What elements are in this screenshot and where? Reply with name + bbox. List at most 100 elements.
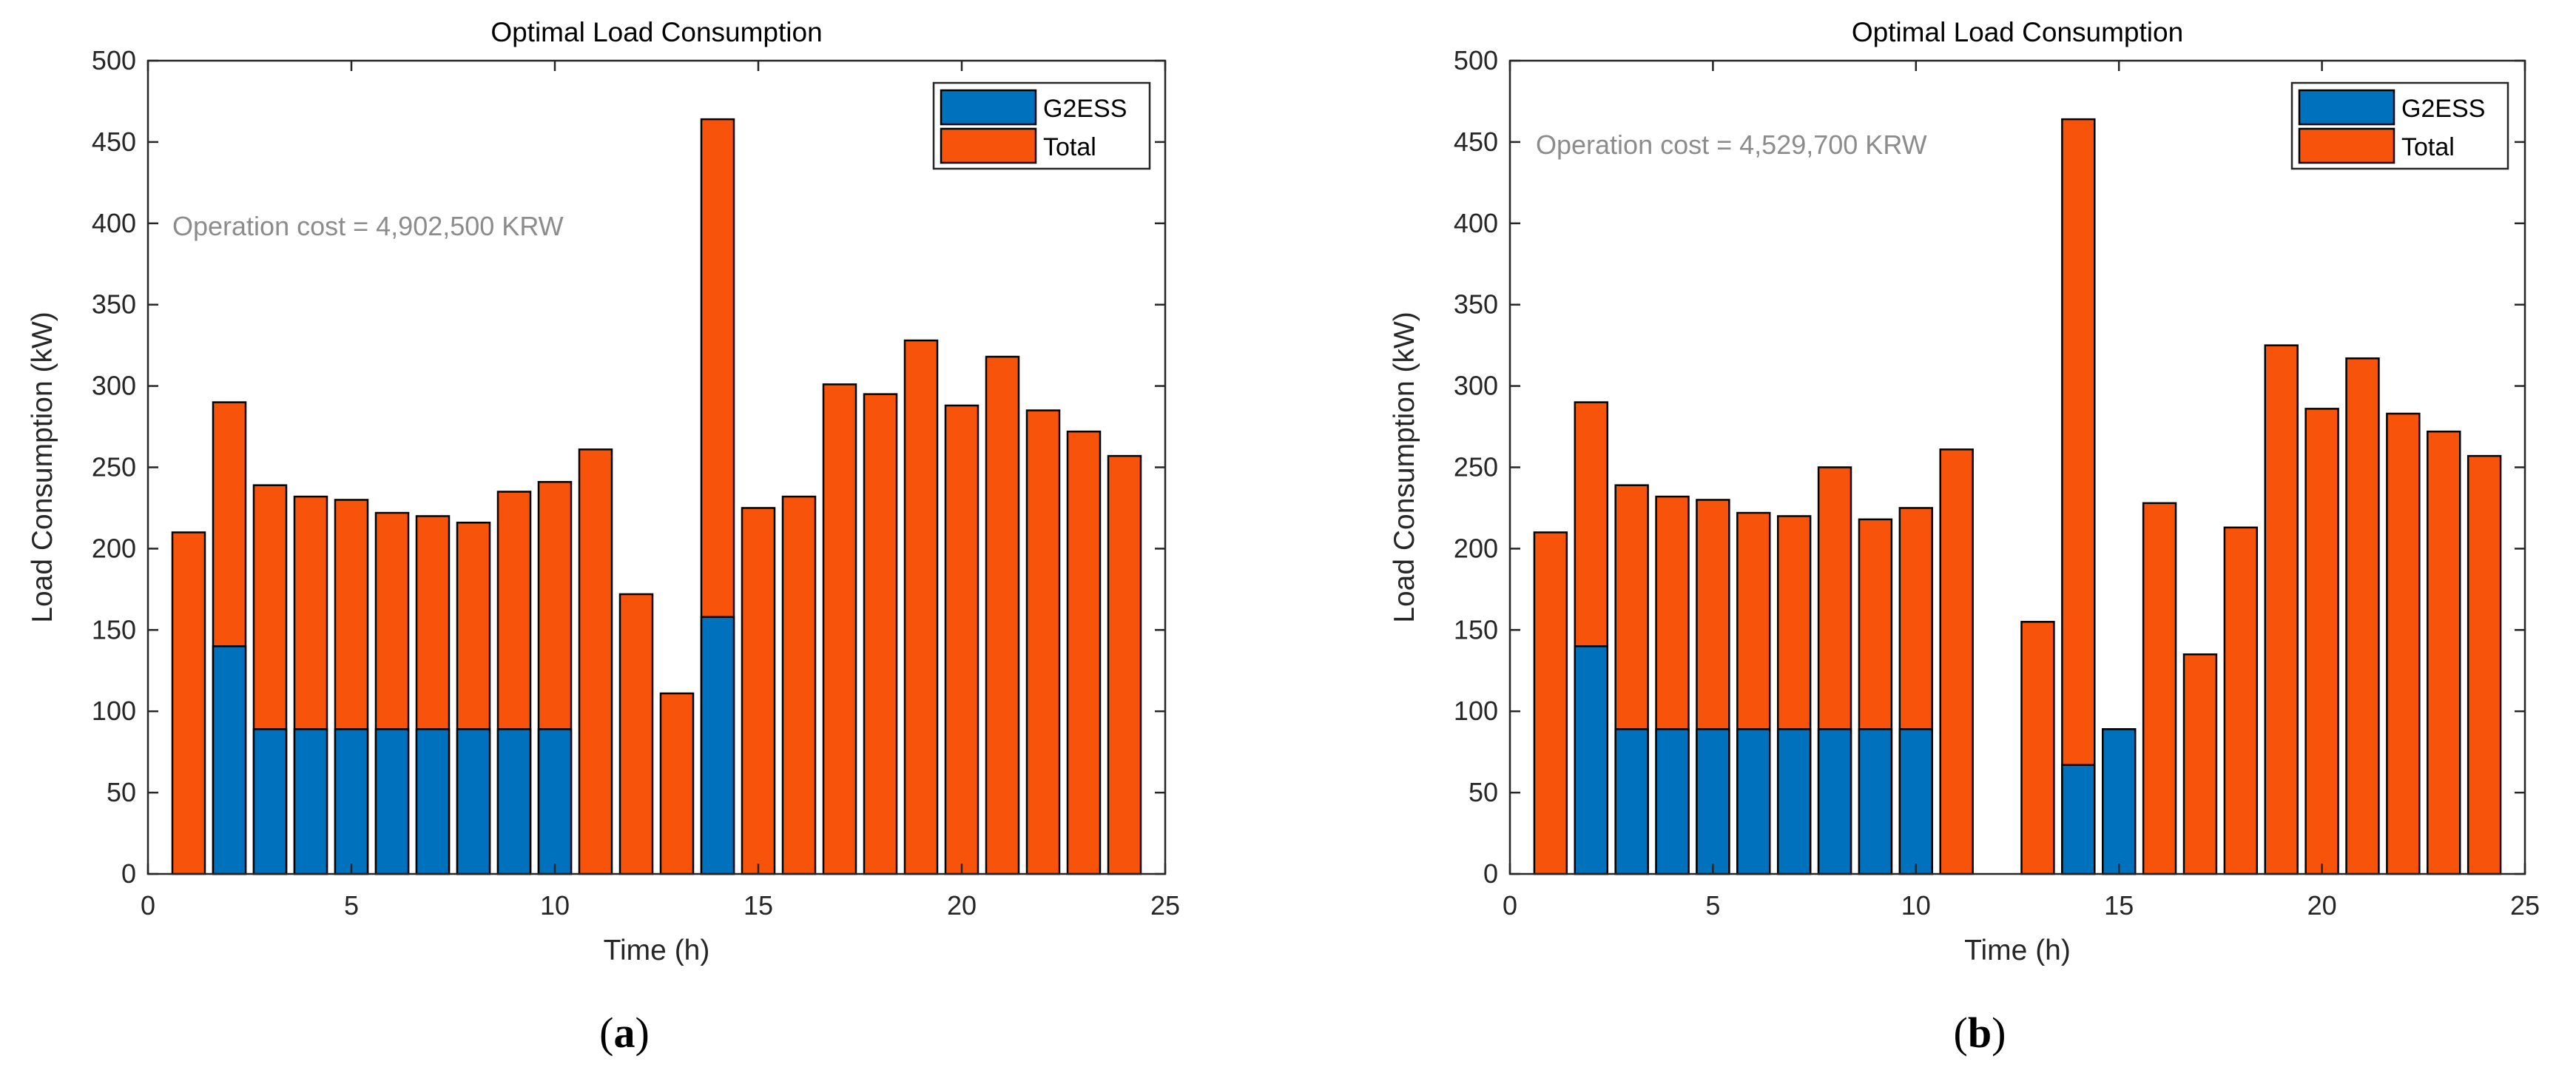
bar-total-13: [659, 692, 695, 875]
y-tick-label: 200: [1454, 533, 1498, 563]
y-axis-label: Load Consumption (kW): [1389, 312, 1420, 623]
y-tick-label: 200: [92, 533, 136, 563]
bar-g2ess-8: [1817, 728, 1852, 875]
y-tick-label: 100: [1454, 696, 1498, 726]
bar-total-23: [1066, 430, 1102, 875]
bar-total-11: [578, 448, 613, 875]
bar-total-16: [781, 495, 817, 875]
bar-g2ess-10: [537, 728, 573, 875]
bar-total-20: [2304, 408, 2339, 875]
bar-g2ess-4: [293, 728, 328, 875]
x-tick-label: 25: [1150, 890, 1180, 921]
y-tick-label: 300: [1454, 371, 1498, 401]
x-tick-label: 15: [2104, 890, 2134, 921]
bar-g2ess-6: [1736, 728, 1771, 875]
y-tick-label: 0: [1483, 858, 1498, 889]
bar-g2ess-6: [374, 728, 410, 875]
bar-total-13: [2020, 621, 2055, 875]
x-tick-label: 20: [947, 890, 977, 921]
bar-total-17: [822, 383, 857, 875]
x-tick-label: 20: [2307, 890, 2337, 921]
y-tick-label: 450: [1454, 127, 1498, 157]
y-tick-label: 50: [107, 777, 136, 807]
chart-title: Optimal Load Consumption: [490, 17, 822, 47]
bar-g2ess-9: [496, 728, 532, 875]
bar-total-21: [2345, 357, 2380, 875]
y-tick-label: 400: [1454, 208, 1498, 238]
operation-cost-annotation: Operation cost = 4,529,700 KRW: [1536, 130, 1927, 160]
legend-swatch-g2ess: [940, 89, 1037, 126]
bar-total-15: [741, 507, 776, 875]
panel-letter: a: [614, 1009, 635, 1057]
y-axis-label: Load Consumption (kW): [27, 312, 58, 623]
bar-total-20: [944, 404, 980, 875]
x-tick-label: 5: [1705, 890, 1720, 921]
panel-caption: (b): [1954, 1009, 2006, 1057]
x-tick-label: 10: [540, 890, 570, 921]
legend: G2ESS Total: [932, 81, 1151, 170]
legend-swatch-total: [2298, 127, 2395, 164]
y-tick-label: 500: [1454, 45, 1498, 75]
bar-g2ess-2: [1574, 645, 1608, 875]
y-tick-label: 350: [1454, 289, 1498, 320]
y-tick-label: 250: [92, 452, 136, 482]
x-tick-label: 10: [1901, 890, 1931, 921]
bar-total-23: [2427, 430, 2461, 875]
operation-cost-annotation: Operation cost = 4,902,500 KRW: [172, 211, 564, 241]
x-tick-label: 15: [744, 890, 773, 921]
legend-label: G2ESS: [1043, 95, 1127, 123]
bar-total-22: [1025, 409, 1061, 875]
legend-label: G2ESS: [2401, 95, 2485, 123]
y-tick-label: 0: [121, 858, 136, 889]
bar-total-16: [2142, 502, 2177, 875]
legend-swatch-g2ess: [2298, 89, 2395, 126]
bar-g2ess-14: [700, 616, 735, 875]
x-tick-label: 0: [1503, 890, 1517, 921]
chart-panel-a: 0 50 100 150 200 250 300 350 400 450 500 0 5 10 15 20 25…: [27, 17, 1180, 1057]
y-tick-label: 50: [1469, 777, 1498, 807]
y-tick-label: 100: [92, 696, 136, 726]
bar-g2ess-2: [212, 645, 247, 875]
chart-panel-b: 0 50 100 150 200 250 300 350 400 450 500 0 5 10 15 20 25…: [1389, 17, 2540, 1057]
bar-total-19: [2264, 344, 2299, 875]
bar-total-24: [2467, 454, 2502, 875]
chart-title: Optimal Load Consumption: [1852, 17, 2183, 47]
bar-g2ess-4: [1655, 728, 1690, 875]
bar-g2ess-8: [456, 728, 491, 875]
bar-total-14: [2061, 118, 2096, 875]
bar-total-19: [903, 339, 939, 875]
bar-g2ess-7: [415, 728, 451, 875]
bar-total-12: [618, 593, 654, 875]
bar-g2ess-14: [2061, 764, 2096, 875]
bar-g2ess-5: [1696, 728, 1730, 875]
bar-g2ess-3: [252, 728, 288, 875]
legend-label: Total: [1043, 133, 1096, 161]
y-tick-label: 450: [92, 127, 136, 157]
bar-g2ess-9: [1858, 728, 1893, 875]
legend-swatch-total: [940, 127, 1037, 164]
bar-total-1: [1533, 531, 1568, 875]
bar-total-17: [2182, 653, 2218, 875]
legend-label: Total: [2401, 133, 2455, 161]
y-tick-label: 300: [92, 371, 136, 401]
bar-total-18: [2223, 526, 2259, 875]
y-tick-label: 150: [1454, 614, 1498, 645]
x-tick-label: 0: [141, 890, 155, 921]
x-axis-label: Time (h): [1964, 935, 2071, 966]
x-axis-label: Time (h): [604, 935, 710, 966]
panel-caption: (a): [599, 1009, 650, 1057]
bar-g2ess-3: [1614, 728, 1649, 875]
legend: G2ESS Total: [2290, 81, 2509, 170]
y-tick-label: 150: [92, 614, 136, 645]
bar-g2ess-15: [2101, 728, 2137, 875]
bar-total-24: [1107, 454, 1142, 875]
bar-g2ess-5: [334, 728, 369, 875]
bar-total-18: [863, 393, 898, 875]
bar-total-22: [2386, 412, 2421, 875]
x-tick-label: 5: [344, 890, 359, 921]
bar-g2ess-7: [1776, 728, 1812, 875]
y-tick-label: 400: [92, 208, 136, 238]
y-tick-label: 500: [92, 45, 136, 75]
panel-letter: b: [1968, 1009, 1992, 1057]
bar-total-21: [985, 355, 1020, 875]
